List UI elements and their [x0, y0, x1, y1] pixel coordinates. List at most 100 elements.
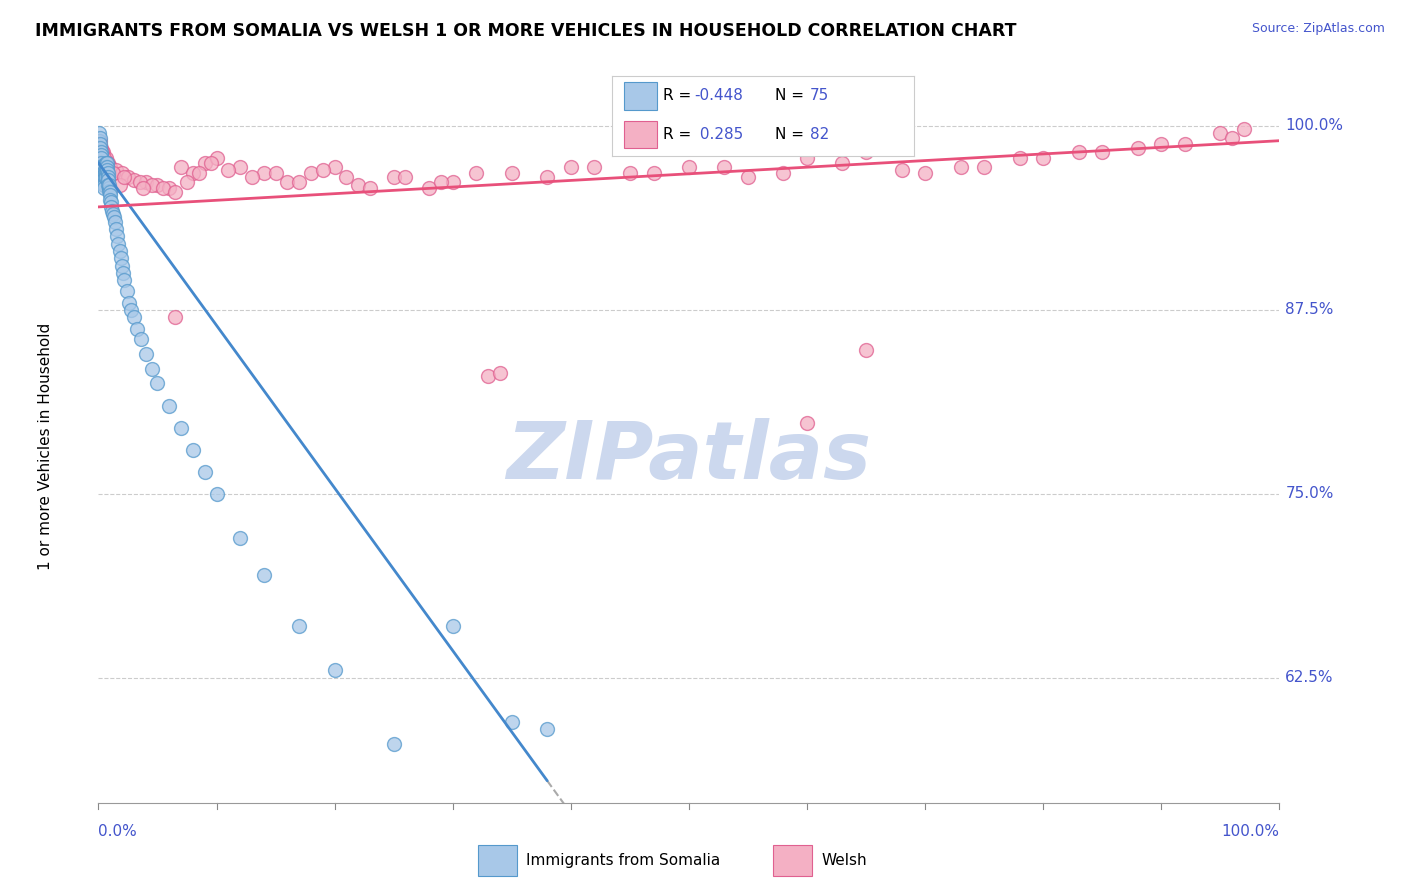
Bar	[773, 846, 813, 876]
Point	[737, 170, 759, 185]
Point	[418, 181, 440, 195]
Text: -0.448: -0.448	[695, 88, 744, 103]
Point	[112, 273, 135, 287]
Point	[501, 714, 523, 729]
Text: R =: R =	[664, 127, 696, 142]
Point	[91, 163, 114, 178]
Text: R =: R =	[664, 88, 696, 103]
Point	[90, 148, 112, 162]
Point	[1008, 152, 1031, 166]
Point	[91, 145, 114, 160]
Point	[713, 160, 735, 174]
Point	[477, 369, 499, 384]
Point	[98, 193, 121, 207]
Point	[855, 343, 877, 357]
Text: 62.5%: 62.5%	[1285, 670, 1334, 685]
Point	[103, 211, 125, 225]
Point	[855, 145, 877, 160]
Point	[141, 178, 163, 192]
Point	[240, 170, 263, 185]
Point	[115, 284, 138, 298]
Point	[112, 170, 135, 185]
Point	[98, 188, 121, 202]
Point	[112, 266, 135, 280]
Point	[430, 175, 453, 189]
Point	[205, 152, 228, 166]
Point	[93, 177, 115, 191]
Point	[98, 185, 121, 199]
Point	[118, 295, 141, 310]
Point	[107, 236, 129, 251]
Point	[335, 170, 357, 185]
Point	[105, 163, 128, 178]
Point	[93, 163, 115, 178]
Point	[560, 160, 582, 174]
Point	[200, 155, 222, 169]
Point	[157, 399, 180, 413]
Text: 100.0%: 100.0%	[1222, 824, 1279, 839]
Point	[489, 366, 512, 380]
Point	[312, 163, 335, 178]
Point	[91, 169, 114, 183]
Point	[98, 184, 121, 198]
Point	[97, 181, 120, 195]
Point	[91, 160, 114, 174]
Point	[181, 166, 204, 180]
Point	[122, 173, 145, 187]
Point	[100, 195, 122, 210]
Point	[536, 170, 558, 185]
Point	[465, 166, 488, 180]
Point	[217, 163, 239, 178]
Point	[101, 166, 124, 180]
Point	[643, 166, 665, 180]
Point	[89, 134, 111, 148]
Point	[205, 487, 228, 501]
Point	[583, 160, 606, 174]
Point	[90, 141, 112, 155]
Point	[97, 166, 120, 180]
Point	[1126, 141, 1149, 155]
Point	[100, 200, 122, 214]
Text: N =: N =	[775, 127, 808, 142]
Point	[94, 166, 117, 180]
Point	[98, 178, 121, 192]
Point	[1067, 145, 1090, 160]
Point	[914, 166, 936, 180]
Point	[98, 160, 121, 174]
Point	[229, 531, 252, 545]
Point	[1091, 145, 1114, 160]
Text: 75: 75	[810, 88, 830, 103]
Point	[276, 175, 298, 189]
Point	[111, 166, 134, 180]
Point	[91, 170, 114, 185]
Text: ZIPatlas: ZIPatlas	[506, 418, 872, 496]
Point	[299, 166, 322, 180]
Point	[96, 155, 118, 169]
Point	[90, 145, 112, 160]
Point	[89, 136, 111, 151]
Point	[1150, 136, 1173, 151]
Point	[96, 170, 118, 185]
Point	[288, 619, 311, 633]
Point	[97, 173, 120, 187]
Point	[94, 160, 117, 174]
Point	[170, 160, 193, 174]
Point	[96, 155, 118, 169]
Bar	[478, 846, 517, 876]
Text: 100.0%: 100.0%	[1285, 119, 1343, 134]
Text: N =: N =	[775, 88, 808, 103]
Point	[101, 207, 124, 221]
Text: 0.0%: 0.0%	[98, 824, 138, 839]
Bar	[624, 120, 657, 148]
Text: Welsh: Welsh	[821, 854, 866, 868]
Point	[135, 347, 157, 361]
Point	[132, 181, 155, 195]
Text: Immigrants from Somalia: Immigrants from Somalia	[526, 854, 720, 868]
Point	[194, 155, 217, 169]
Point	[1220, 130, 1243, 145]
Point	[141, 361, 163, 376]
Point	[194, 465, 217, 479]
Point	[121, 302, 143, 317]
Point	[89, 134, 111, 148]
Point	[157, 181, 180, 195]
